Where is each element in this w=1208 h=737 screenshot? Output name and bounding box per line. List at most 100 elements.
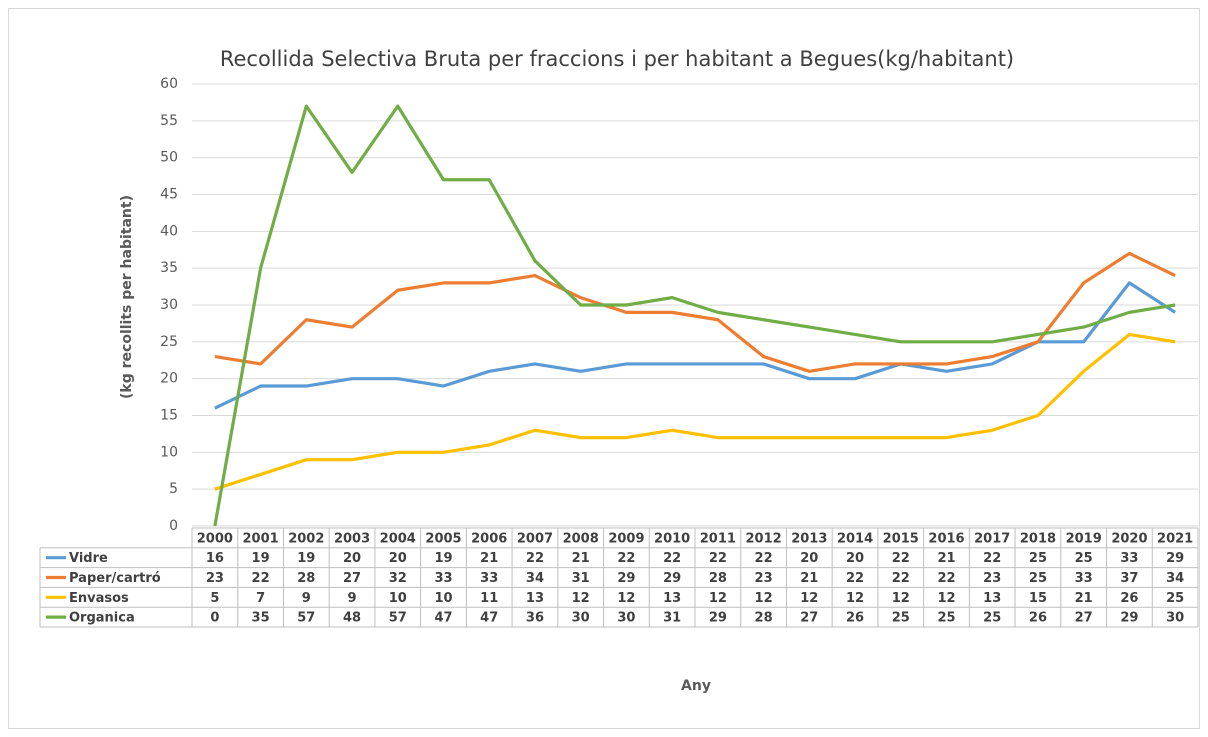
table-value: 22 (526, 551, 544, 566)
x-tick-label: 2001 (242, 531, 278, 546)
table-value: 22 (709, 551, 727, 566)
table-value: 12 (937, 591, 955, 606)
table-value: 33 (1075, 571, 1093, 586)
table-value: 9 (348, 591, 357, 606)
x-tick-label: 2009 (608, 531, 644, 546)
x-axis-title: Any (681, 678, 711, 694)
table-value: 20 (343, 551, 361, 566)
table-value: 21 (572, 551, 590, 566)
y-tick-label: 30 (160, 297, 178, 313)
y-tick-label: 60 (160, 76, 178, 92)
table-value: 21 (800, 571, 818, 586)
x-tick-label: 2020 (1111, 531, 1147, 546)
x-tick-label: 2005 (425, 531, 461, 546)
table-value: 37 (1120, 571, 1138, 586)
table-value: 28 (755, 611, 773, 626)
x-tick-label: 2012 (745, 531, 781, 546)
x-tick-label: 2007 (517, 531, 553, 546)
y-tick-label: 55 (160, 113, 178, 129)
table-value: 30 (572, 611, 590, 626)
table-value: 27 (1075, 611, 1093, 626)
table-value: 31 (663, 611, 681, 626)
table-value: 21 (937, 551, 955, 566)
x-tick-label: 2021 (1157, 531, 1193, 546)
table-value: 19 (434, 551, 452, 566)
table-value: 22 (983, 551, 1001, 566)
table-value: 36 (526, 611, 544, 626)
y-tick-label: 20 (160, 371, 178, 387)
table-value: 47 (434, 611, 452, 626)
table-value: 25 (1075, 551, 1093, 566)
table-value: 13 (526, 591, 544, 606)
series-line (214, 332, 1176, 491)
chart-title: Recollida Selectiva Bruta per fraccions … (220, 47, 1014, 71)
table-value: 19 (297, 551, 315, 566)
table-value: 33 (1120, 551, 1138, 566)
table-value: 26 (846, 611, 864, 626)
table-value: 25 (892, 611, 910, 626)
legend-label: Vidre (69, 551, 108, 566)
table-value: 57 (389, 611, 407, 626)
table-value: 19 (252, 551, 270, 566)
table-value: 22 (617, 551, 635, 566)
table-value: 30 (617, 611, 635, 626)
x-tick-label: 2003 (334, 531, 370, 546)
table-value: 48 (343, 611, 361, 626)
table-value: 34 (526, 571, 544, 586)
table-value: 11 (480, 591, 498, 606)
table-value: 12 (800, 591, 818, 606)
table-value: 25 (1029, 571, 1047, 586)
series-line (213, 104, 1176, 527)
table-value: 28 (297, 571, 315, 586)
x-tick-label: 2016 (928, 531, 964, 546)
legend-label: Organica (69, 611, 135, 626)
table-value: 15 (1029, 591, 1047, 606)
x-tick-label: 2017 (974, 531, 1010, 546)
table-value: 29 (1120, 611, 1138, 626)
table-value: 27 (800, 611, 818, 626)
table-value: 21 (480, 551, 498, 566)
x-tick-label: 2015 (883, 531, 919, 546)
x-tick-label: 2019 (1066, 531, 1102, 546)
table-value: 28 (709, 571, 727, 586)
table-value: 20 (389, 551, 407, 566)
table-value: 22 (892, 551, 910, 566)
y-tick-label: 50 (160, 150, 178, 166)
table-value: 33 (434, 571, 452, 586)
legend-label: Envasos (69, 591, 129, 606)
y-axis-title: (kg recollits per habitant) (119, 195, 135, 399)
legend-label: Paper/cartró (69, 571, 161, 586)
table-value: 16 (206, 551, 224, 566)
x-tick-label: 2002 (288, 531, 324, 546)
x-tick-label: 2014 (837, 531, 873, 546)
table-value: 21 (1075, 591, 1093, 606)
y-tick-label: 15 (160, 408, 178, 424)
y-tick-label: 45 (160, 187, 178, 203)
table-value: 20 (846, 551, 864, 566)
series-line (214, 281, 1177, 410)
table-value: 12 (709, 591, 727, 606)
y-tick-label: 0 (169, 518, 178, 534)
table-value: 25 (983, 611, 1001, 626)
table-value: 12 (846, 591, 864, 606)
table-value: 9 (302, 591, 311, 606)
table-value: 31 (572, 571, 590, 586)
table-value: 29 (1166, 551, 1184, 566)
x-tick-label: 2006 (471, 531, 507, 546)
series-line (214, 251, 1176, 373)
table-value: 12 (617, 591, 635, 606)
table-value: 47 (480, 611, 498, 626)
y-tick-label: 35 (160, 260, 178, 276)
table-value: 25 (1166, 591, 1184, 606)
table-value: 35 (252, 611, 270, 626)
table-value: 29 (709, 611, 727, 626)
y-tick-label: 40 (160, 223, 178, 239)
table-value: 20 (800, 551, 818, 566)
table-value: 10 (389, 591, 407, 606)
table-value: 22 (755, 551, 773, 566)
table-value: 7 (256, 591, 265, 606)
table-value: 23 (983, 571, 1001, 586)
table-value: 29 (663, 571, 681, 586)
x-tick-label: 2018 (1020, 531, 1056, 546)
